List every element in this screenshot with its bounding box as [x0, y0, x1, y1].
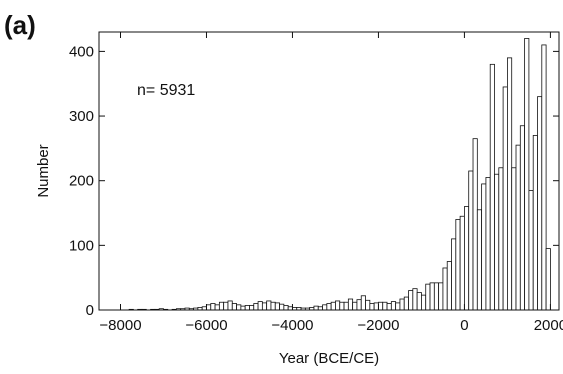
histogram-bar: [395, 302, 401, 311]
histogram-bar: [425, 283, 431, 311]
x-axis: −8000 −6000 −4000 −2000 0 2000: [99, 32, 563, 334]
histogram-bar: [485, 177, 491, 311]
histogram-bar: [464, 206, 470, 311]
histogram-bar: [365, 299, 371, 311]
y-tick-label: 100: [69, 237, 94, 254]
histogram-bar: [231, 303, 237, 311]
x-tick-label: 0: [460, 317, 468, 334]
histogram-bar: [378, 301, 384, 311]
histogram-bar: [451, 238, 457, 311]
histogram-bar: [227, 300, 233, 311]
histogram-bar: [369, 303, 375, 311]
histogram-bar: [326, 303, 332, 311]
histogram-bar: [537, 96, 543, 311]
histogram-bar: [403, 296, 409, 311]
histogram-bar: [206, 304, 212, 311]
histogram-bar: [468, 170, 474, 311]
histogram-bar: [416, 292, 422, 311]
histogram-bar: [253, 303, 259, 311]
y-tick-label: 0: [86, 302, 94, 319]
histogram-bar: [330, 301, 336, 311]
y-tick-label: 300: [69, 108, 94, 125]
histogram-bar: [373, 302, 379, 311]
histogram-bar: [399, 298, 405, 311]
histogram-bar: [257, 301, 263, 311]
histogram-bar: [347, 298, 354, 311]
histogram-bar: [545, 248, 551, 311]
histogram-bar: [502, 86, 508, 311]
x-tick-label: −8000: [99, 317, 141, 334]
histogram-bar: [335, 300, 341, 311]
histogram-bar: [270, 301, 276, 311]
y-tick-label: 400: [69, 43, 94, 60]
histogram-bar: [442, 267, 448, 311]
y-axis-title: Number: [35, 144, 52, 197]
histogram-bar: [528, 189, 534, 311]
x-tick-label: −4000: [271, 317, 313, 334]
y-tick-label: 200: [69, 173, 94, 190]
histogram-bar: [360, 295, 366, 311]
histogram-bar: [386, 303, 392, 311]
histogram-bar: [244, 305, 250, 311]
histogram-bar: [519, 125, 526, 311]
histogram-bar: [313, 305, 319, 311]
histogram-bar: [511, 167, 517, 311]
histogram-bar: [476, 209, 483, 311]
sample-size-annotation: n= 5931: [137, 82, 195, 99]
histogram-bar: [524, 38, 530, 311]
x-tick-label: −2000: [357, 317, 399, 334]
x-tick-label: −6000: [185, 317, 227, 334]
histogram-bar: [446, 261, 452, 311]
histogram-bar: [498, 167, 504, 311]
histogram-bar: [412, 288, 418, 311]
histogram-bar: [274, 302, 280, 311]
histogram-bar: [541, 44, 547, 311]
histogram-bar: [266, 300, 272, 311]
histogram-bar: [421, 294, 427, 311]
histogram-bar: [279, 303, 285, 311]
histogram-bar: [283, 305, 289, 311]
histogram-bar: [438, 282, 444, 311]
histogram-bar: [249, 305, 255, 311]
plot-frame: [98, 31, 560, 311]
histogram-bars: [128, 38, 551, 311]
panel-label: (a): [4, 10, 36, 40]
histogram-bar: [532, 135, 538, 311]
histogram-bar: [218, 301, 225, 311]
y-axis: 0 100 200 300 400: [69, 43, 559, 319]
histogram-bar: [322, 304, 328, 311]
histogram-bar: [236, 304, 242, 311]
histogram-bar: [261, 302, 268, 311]
histogram-bar: [429, 282, 435, 311]
histogram-bar: [433, 282, 440, 311]
x-axis-title: Year (BCE/CE): [279, 350, 379, 367]
histogram-bar: [223, 301, 229, 311]
histogram-bar: [343, 301, 349, 311]
histogram-bar: [459, 215, 465, 311]
histogram-bar: [214, 304, 220, 311]
histogram-bar: [481, 183, 487, 311]
histogram-bar: [210, 303, 216, 311]
histogram-bar: [472, 138, 478, 311]
histogram-bar: [489, 63, 495, 311]
histogram-bar: [408, 290, 414, 311]
x-tick-label: 2000: [534, 317, 563, 334]
histogram-bar: [455, 219, 461, 311]
histogram-bar: [507, 57, 513, 311]
histogram-bar: [339, 301, 345, 311]
histogram-bar: [356, 299, 362, 311]
histogram-bar: [515, 144, 521, 311]
histogram-bar: [390, 301, 397, 311]
histogram-bar: [382, 301, 388, 311]
histogram-bar: [352, 301, 358, 311]
histogram-bar: [494, 173, 500, 311]
histogram-bar: [240, 305, 246, 311]
